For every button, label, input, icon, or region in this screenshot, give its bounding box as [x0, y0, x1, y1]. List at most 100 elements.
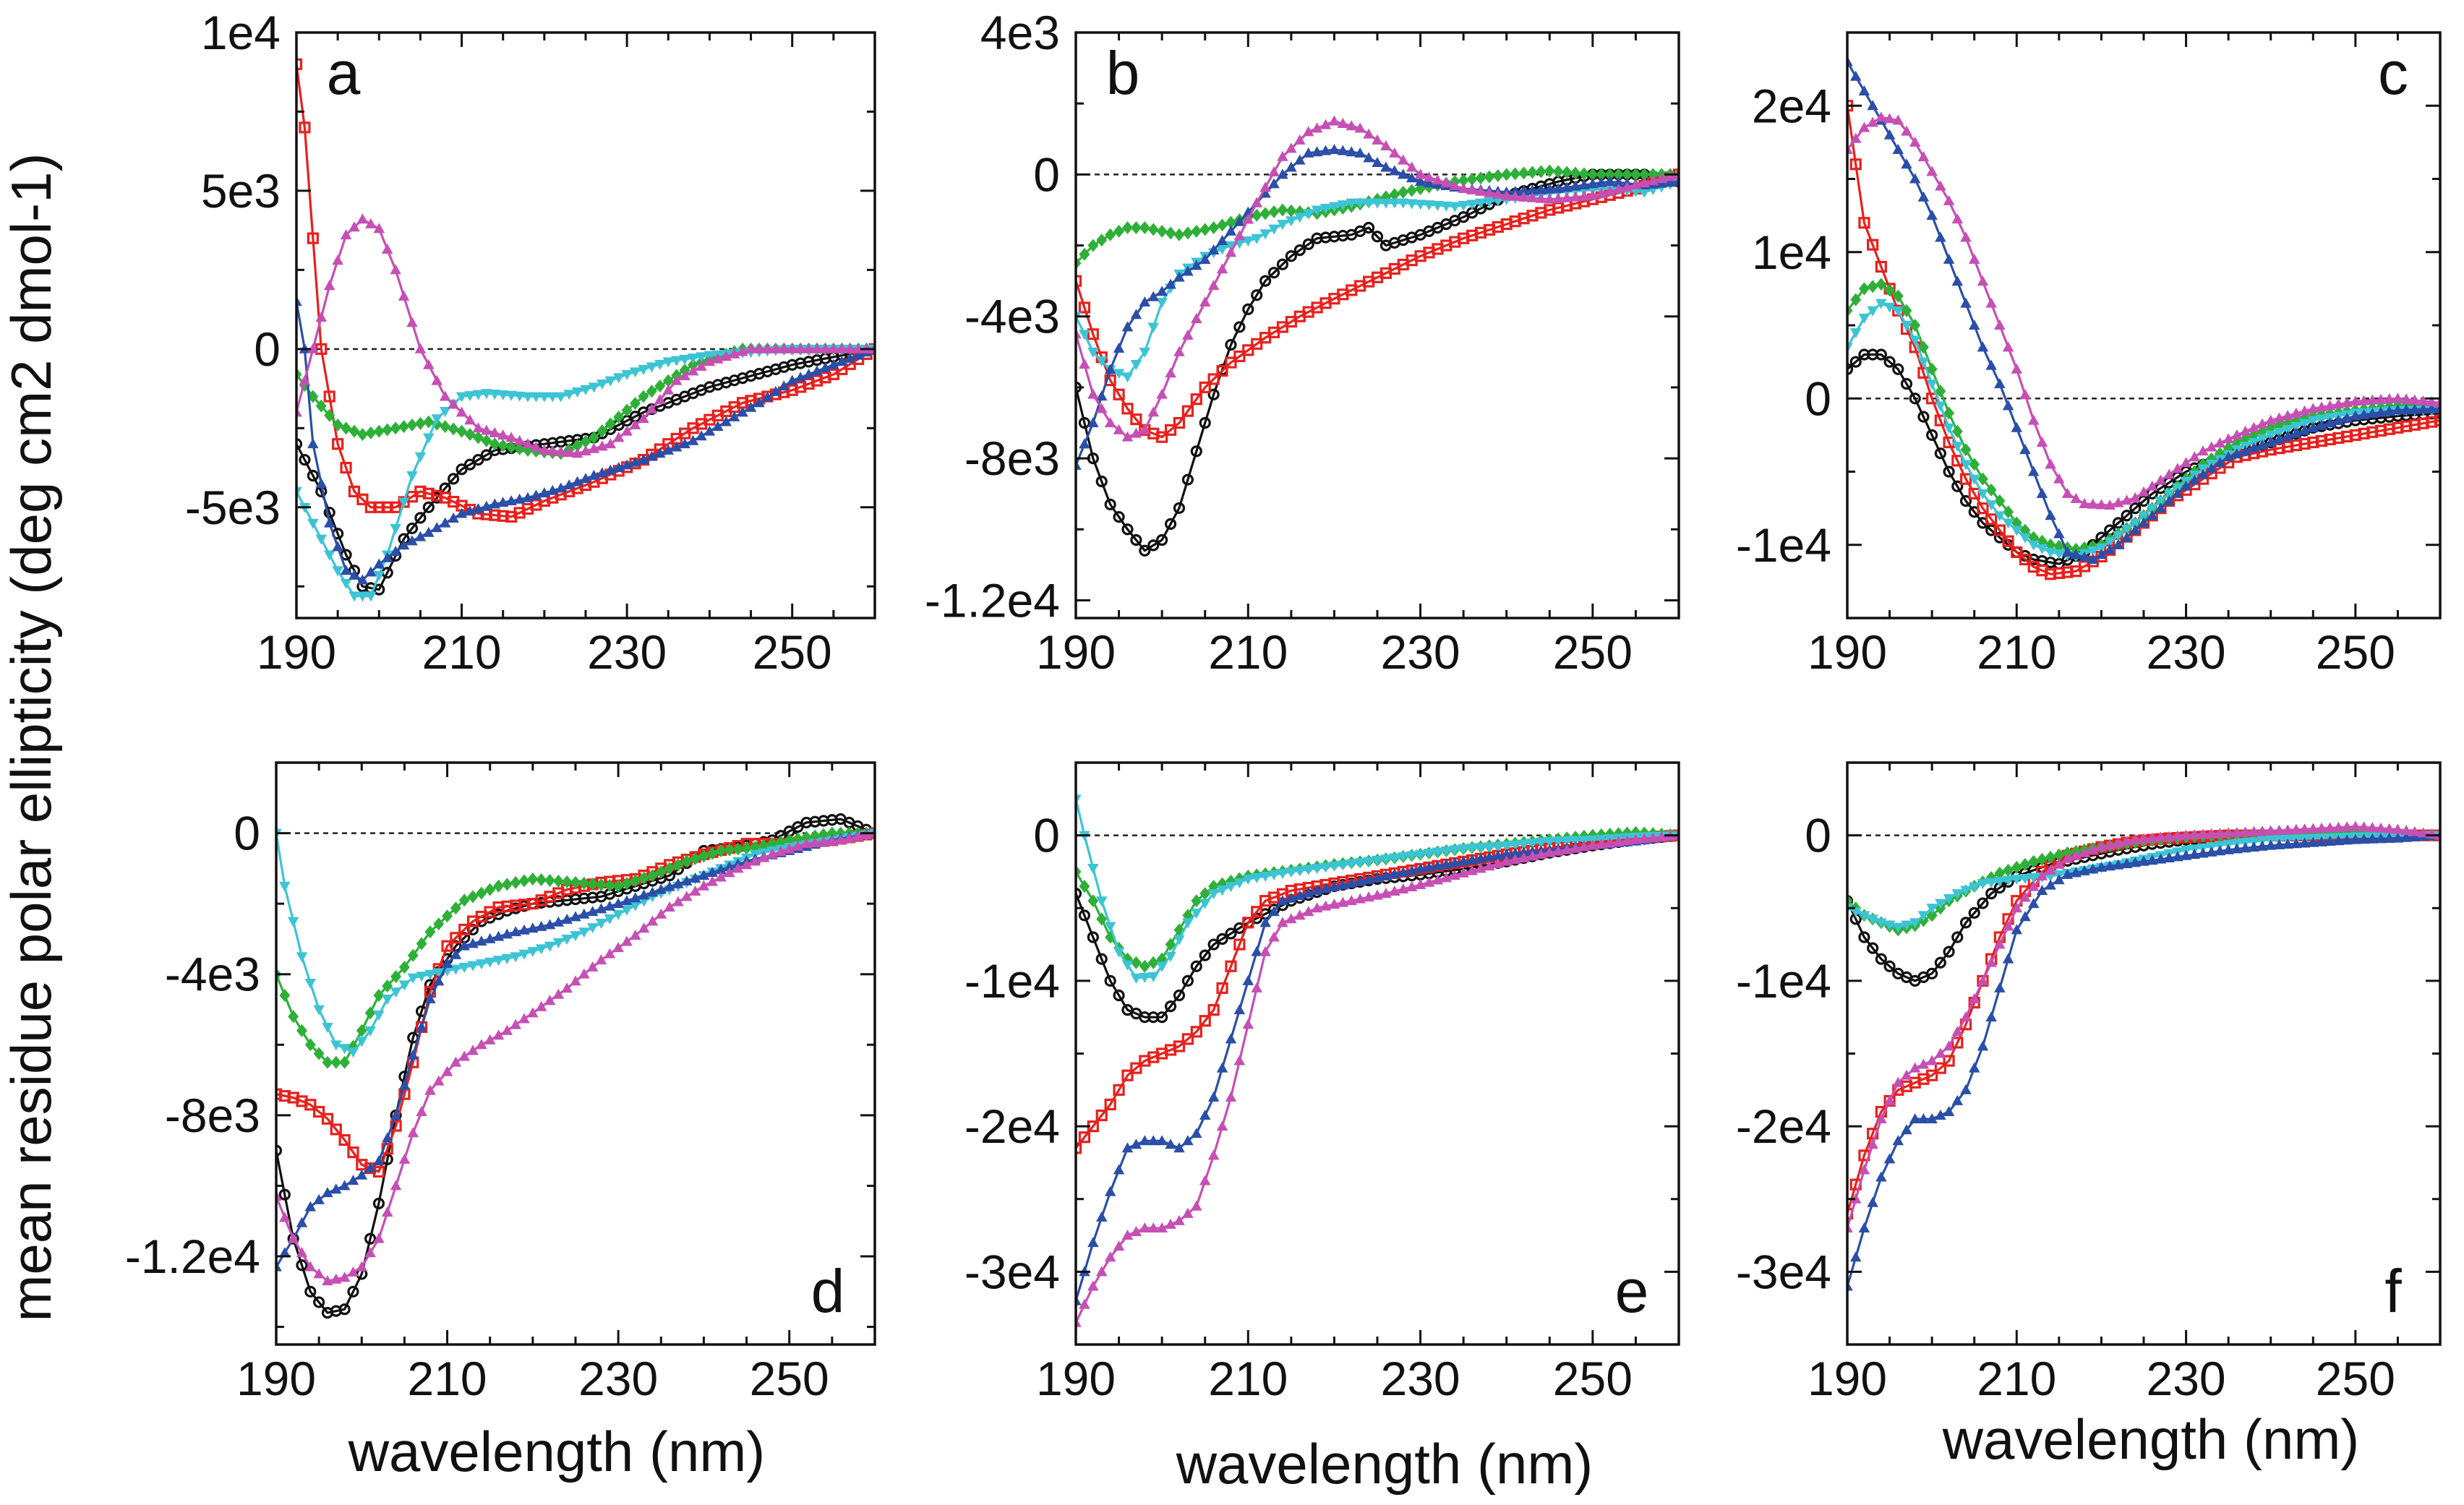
- data-point: [2417, 403, 2429, 414]
- data-point: [2290, 823, 2302, 834]
- y-tick-label: 5e3: [201, 164, 281, 218]
- data-point: [1311, 864, 1323, 875]
- data-point: [423, 415, 435, 429]
- data-point: [1104, 922, 1116, 932]
- data-point: [712, 353, 724, 364]
- data-point: [2172, 830, 2183, 841]
- data-point: [1277, 869, 1288, 879]
- data-point: [1122, 221, 1133, 234]
- data-point: [778, 380, 790, 391]
- data-point: [1311, 885, 1323, 896]
- data-point: [1113, 224, 1125, 238]
- y-tick-label: -3e4: [1736, 1245, 1831, 1298]
- data-point: [1130, 360, 1142, 371]
- data-point: [1173, 346, 1185, 356]
- data-point: [1173, 989, 1186, 1002]
- data-point: [1130, 413, 1142, 426]
- data-point: [1087, 894, 1099, 908]
- data-point: [2180, 849, 2192, 860]
- data-point: [1095, 403, 1108, 413]
- data-point: [338, 1133, 351, 1146]
- panel-f: 190 210 230 250 0 -1e4 -2e4 -3e4 f: [1736, 761, 2442, 1405]
- data-point: [356, 591, 369, 602]
- data-point: [843, 832, 855, 843]
- data-point: [1130, 221, 1142, 234]
- data-point: [439, 406, 451, 417]
- data-point: [381, 552, 393, 562]
- data-point: [1492, 858, 1504, 869]
- data-point: [1867, 100, 1878, 111]
- data-point: [432, 975, 445, 986]
- data-point: [561, 982, 573, 993]
- data-point: [2223, 433, 2234, 444]
- data-point: [2205, 846, 2217, 857]
- data-point: [1951, 442, 1964, 453]
- data-point: [1960, 297, 1972, 308]
- data-point: [2061, 487, 2074, 498]
- data-point: [604, 417, 616, 431]
- data-point: [672, 858, 684, 872]
- data-point: [1113, 947, 1125, 958]
- data-point: [1552, 165, 1564, 179]
- data-point: [2121, 494, 2133, 505]
- data-point: [604, 878, 615, 892]
- data-point: [535, 944, 547, 955]
- data-point: [1130, 973, 1142, 984]
- data-point: [1985, 359, 1997, 370]
- data-point: [1535, 165, 1547, 179]
- data-point: [1656, 173, 1667, 184]
- data-point: [2205, 463, 2217, 473]
- data-point: [1268, 224, 1280, 235]
- data-point: [1406, 161, 1418, 172]
- data-point: [313, 1296, 325, 1308]
- data-point: [2239, 445, 2251, 456]
- data-point: [2383, 393, 2395, 404]
- data-point: [1398, 185, 1409, 199]
- data-point: [580, 385, 591, 395]
- data-point: [2070, 492, 2082, 503]
- data-point: [1926, 1113, 1938, 1124]
- data-point: [578, 968, 590, 979]
- data-point: [547, 392, 559, 403]
- data-point: [398, 497, 410, 508]
- data-point: [1414, 168, 1426, 179]
- data-point: [464, 505, 476, 516]
- data-point: [1917, 1058, 1930, 1069]
- data-point: [595, 903, 607, 914]
- data-point: [1165, 226, 1176, 240]
- data-point: [604, 900, 616, 911]
- data-point: [315, 343, 328, 355]
- data-point: [527, 947, 539, 958]
- data-point: [1225, 356, 1237, 369]
- data-point: [672, 878, 684, 888]
- data-point: [811, 343, 823, 353]
- data-point: [1892, 1135, 1904, 1146]
- data-point: [696, 360, 707, 371]
- series-group: [276, 812, 875, 1319]
- data-point: [450, 964, 462, 975]
- series-magenta: [1076, 829, 1679, 1327]
- data-point: [1926, 904, 1938, 914]
- data-point: [338, 1044, 351, 1055]
- data-point: [536, 873, 547, 886]
- data-point: [313, 1047, 325, 1060]
- data-point: [381, 994, 393, 1005]
- data-point: [481, 500, 492, 511]
- data-point: [1909, 335, 1921, 346]
- data-point: [1337, 896, 1349, 907]
- data-point: [2146, 480, 2158, 491]
- data-point: [414, 343, 427, 353]
- data-point: [1397, 154, 1409, 165]
- data-point: [1337, 145, 1349, 155]
- data-point: [732, 842, 744, 856]
- data-point: [786, 374, 798, 385]
- data-point: [1233, 350, 1246, 363]
- data-point: [1268, 906, 1280, 917]
- data-point: [1207, 1091, 1220, 1102]
- data-point: [407, 1127, 419, 1138]
- data-point: [1311, 122, 1323, 133]
- data-point: [348, 485, 361, 497]
- data-point: [664, 901, 675, 912]
- data-point: [1406, 881, 1418, 892]
- data-point: [1909, 1113, 1921, 1124]
